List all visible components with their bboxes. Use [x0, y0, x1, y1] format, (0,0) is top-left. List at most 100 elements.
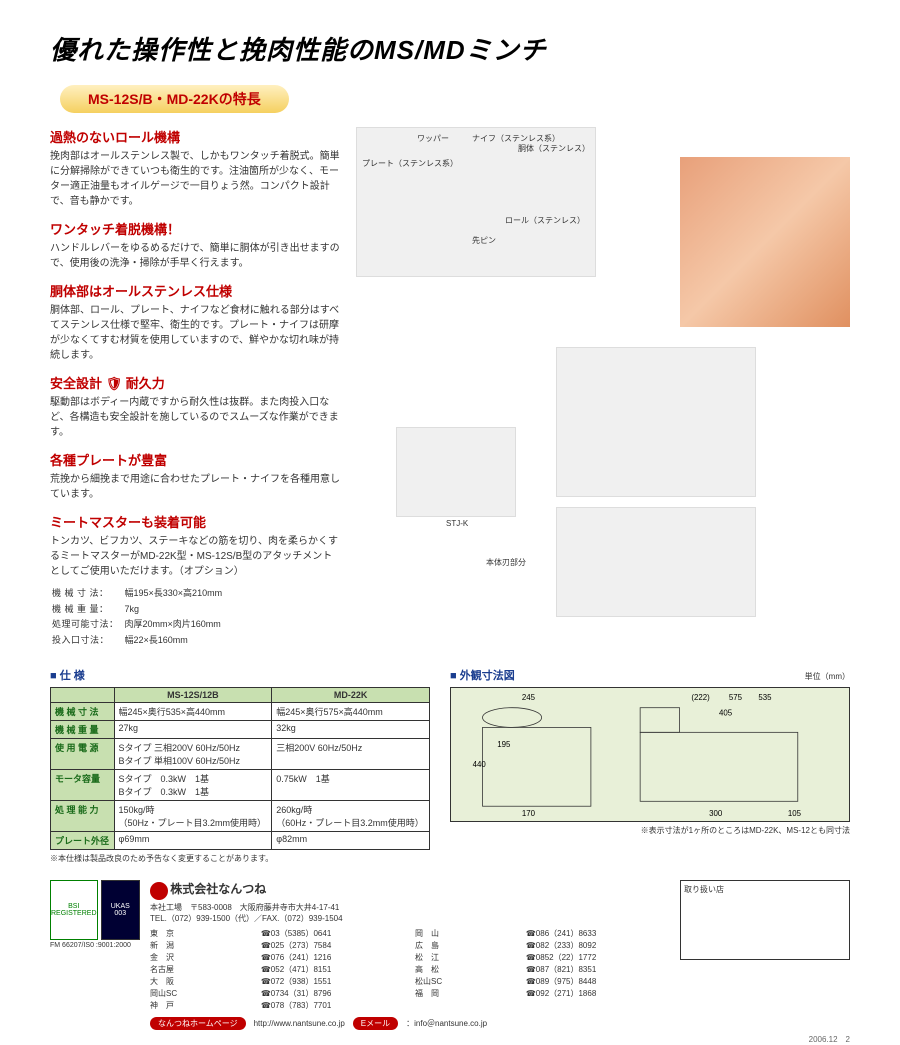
phone-entry: [526, 1000, 670, 1011]
table-row: 機 械 重 量27kg32kg: [51, 721, 430, 739]
feature-block: 安全設計 🛡 耐久力 駆動部はボディー内蔵ですから耐久性は抜群。また肉投入口など…: [50, 373, 340, 440]
table-row: 機 械 寸 法幅245×奥行535×高440mm幅245×奥行575×高440m…: [51, 703, 430, 721]
phone-entry: 福 岡: [415, 988, 516, 999]
dim-note: ※表示寸法が1ヶ所のところはMD-22K、MS-12とも同寸法: [450, 825, 850, 836]
feature-body: 荒挽から細挽まで用途に合わせたプレート・ナイフを各種用意しています。: [50, 472, 340, 502]
spec-section-header: 仕 様: [50, 667, 430, 683]
dimension-drawing: 245 440 170 195 575 (222) 535 405 300 10…: [450, 687, 850, 822]
feature-title: ワンタッチ着脱機構！: [50, 219, 340, 238]
phone-entry: ☎076（241）1216: [261, 952, 405, 963]
feature-body: ハンドルレバーをゆるめるだけで、簡単に胴体が引き出せますので、使用後の洗浄・掃除…: [50, 241, 340, 271]
svg-text:535: 535: [758, 693, 772, 702]
spec-note: ※本仕様は製品改良のため予告なく変更することがあります。: [50, 853, 430, 864]
phone-entry: ☎025（273）7584: [261, 940, 405, 951]
phone-entry: 東 京: [150, 928, 251, 939]
table-row: 使 用 電 源Sタイプ 三相200V 60Hz/50Hz Bタイプ 単相100V…: [51, 739, 430, 770]
phone-entry: 神 戸: [150, 1000, 251, 1011]
feature-block: ミートマスターも装着可能 トンカツ、ビフカツ、ステーキなどの筋を切り、肉を柔らか…: [50, 512, 340, 649]
phone-entry: 松 江: [415, 952, 516, 963]
feature-banner: MS-12S/B・MD-22Kの特長: [60, 85, 289, 113]
phone-entry: ☎0852（22）1772: [526, 952, 670, 963]
svg-text:(222): (222): [691, 693, 710, 702]
feature-block: 各種プレートが豊富 荒挽から細挽まで用途に合わせたプレート・ナイフを各種用意して…: [50, 450, 340, 502]
company-email: ：info＠nantsune.co.jp: [406, 1018, 487, 1029]
features-column: 過熱のないロール機構 挽肉部はオールステンレス製で、しかもワンタッチ着脱式。簡単…: [50, 127, 340, 659]
spec-table: MS-12S/12B MD-22K 機 械 寸 法幅245×奥行535×高440…: [50, 687, 430, 850]
page-title: 優れた操作性と挽肉性能のMS/MDミンチ: [50, 30, 850, 67]
dim-unit: 単位（mm）: [805, 671, 850, 682]
feature-title: 胴体部はオールステンレス仕様: [50, 281, 340, 300]
phone-entry: ☎086（241）8633: [526, 928, 670, 939]
company-name: 株式会社なんつね: [170, 882, 266, 896]
feature-body: 胴体部、ロール、プレート、ナイフなど食材に触れる部分はすべてステンレス仕様で堅牢…: [50, 303, 340, 363]
feature-title: 過熱のないロール機構: [50, 127, 340, 146]
feature-title: ミートマスターも装着可能: [50, 512, 340, 531]
company-address: 本社工場 〒583-0008 大阪府藤井寺市大井4-17-41 TEL.（072…: [150, 902, 670, 924]
dim-section-header: 外観寸法図: [450, 667, 515, 683]
phone-entry: ☎089（975）8448: [526, 976, 670, 987]
phone-entry: ☎072（938）1551: [261, 976, 405, 987]
diagram-label: ロール（ステンレス）: [505, 215, 585, 226]
phone-entry: 名古屋: [150, 964, 251, 975]
table-header: [51, 688, 115, 703]
feature-title: 各種プレートが豊富: [50, 450, 340, 469]
feature-block: ワンタッチ着脱機構！ ハンドルレバーをゆるめるだけで、簡単に胴体が引き出せますの…: [50, 219, 340, 271]
phone-entry: ☎052（471）8151: [261, 964, 405, 975]
images-column: ワッパー ナイフ（ステンレス系） 胴体（ステンレス） プレート（ステンレス系） …: [356, 127, 850, 627]
company-logo-icon: [150, 882, 168, 900]
svg-text:105: 105: [788, 809, 802, 818]
svg-text:440: 440: [473, 760, 487, 769]
blade-caption: 本体刃部分: [486, 557, 526, 568]
stj-specs-table: 機 械 寸 法：幅195×長330×高210mm 機 械 重 量：7kg 処理可…: [50, 585, 228, 649]
diagram-label: ワッパー: [417, 133, 449, 144]
svg-text:195: 195: [497, 740, 511, 749]
phone-entry: 金 沢: [150, 952, 251, 963]
diagram-label: プレート（ステンレス系）: [362, 158, 458, 169]
phone-entry: ☎082（233）8092: [526, 940, 670, 951]
bsi-badge-icon: BSIREGISTERED: [50, 880, 98, 940]
table-row: 処 理 能 力150kg/時 （50Hz・プレート目3.2mm使用時）260kg…: [51, 801, 430, 832]
parts-diagram: ワッパー ナイフ（ステンレス系） 胴体（ステンレス） プレート（ステンレス系） …: [356, 127, 596, 277]
phone-entry: 松山SC: [415, 976, 516, 987]
phone-entry: 広 島: [415, 940, 516, 951]
phone-entry: 岡 山: [415, 928, 516, 939]
feature-title: 安全設計 🛡 耐久力: [50, 373, 340, 392]
meat-photo: [680, 157, 850, 327]
ukas-badge-icon: UKAS003: [101, 880, 140, 940]
svg-text:405: 405: [719, 709, 733, 718]
phone-entry: 大 阪: [150, 976, 251, 987]
phone-entry: [415, 1000, 516, 1011]
svg-text:170: 170: [522, 809, 536, 818]
table-row: プレート外径φ69mmφ82mm: [51, 832, 430, 850]
feature-block: 胴体部はオールステンレス仕様 胴体部、ロール、プレート、ナイフなど食材に触れる部…: [50, 281, 340, 363]
feature-body: 挽肉部はオールステンレス製で、しかもワンタッチ着脱式。簡単に分解掃除ができていつ…: [50, 149, 340, 209]
stj-photo: [396, 427, 516, 517]
company-block: 株式会社なんつね 本社工場 〒583-0008 大阪府藤井寺市大井4-17-41…: [150, 880, 670, 1030]
table-row: モータ容量Sタイプ 0.3kW 1基 Bタイプ 0.3kW 1基0.75kW 1…: [51, 770, 430, 801]
phone-entry: 高 松: [415, 964, 516, 975]
machine-photo: [556, 347, 756, 497]
feature-body: 駆動部はボディー内蔵ですから耐久性は抜群。また肉投入口など、各構造も安全設計を施…: [50, 395, 340, 440]
phone-entry: ☎087（821）8351: [526, 964, 670, 975]
phone-entry: 新 潟: [150, 940, 251, 951]
diagram-label: 胴体（ステンレス）: [518, 143, 590, 154]
cert-block: BSIREGISTERED UKAS003 FM 66207/IS0 :9001…: [50, 880, 140, 949]
phone-entry: ☎092（271）1868: [526, 988, 670, 999]
date-footer: 2006.12 2: [50, 1034, 850, 1045]
phone-entry: ☎078（783）7701: [261, 1000, 405, 1011]
feature-body: トンカツ、ビフカツ、ステーキなどの筋を切り、肉を柔らかくするミートマスターがMD…: [50, 534, 340, 579]
email-tag: Eメール: [353, 1017, 398, 1030]
dealer-box: 取り扱い店: [680, 880, 850, 960]
exploded-parts-photo: [556, 507, 756, 617]
svg-text:575: 575: [729, 693, 743, 702]
phone-grid: 東 京☎03（5385）0641岡 山☎086（241）8633新 潟☎025（…: [150, 928, 670, 1011]
table-header: MS-12S/12B: [114, 688, 272, 703]
diagram-label: 先ピン: [472, 235, 496, 246]
stj-caption: STJ-K: [446, 519, 468, 528]
phone-entry: ☎0734（31）8796: [261, 988, 405, 999]
phone-entry: 岡山SC: [150, 988, 251, 999]
cert-caption: FM 66207/IS0 :9001:2000: [50, 942, 140, 949]
company-url: http://www.nantsune.co.jp: [254, 1019, 345, 1028]
svg-text:245: 245: [522, 693, 536, 702]
table-header: MD-22K: [272, 688, 430, 703]
